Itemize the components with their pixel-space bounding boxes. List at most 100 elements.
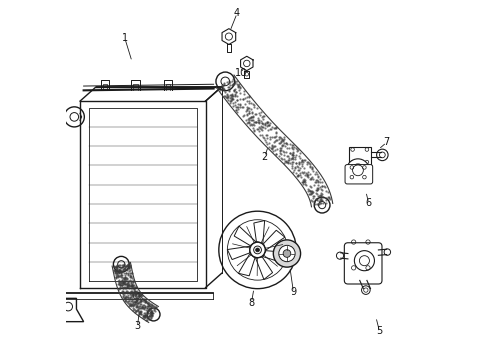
Point <box>321 184 329 190</box>
Point <box>225 84 233 90</box>
Point <box>272 151 280 157</box>
Point <box>122 270 130 276</box>
Point <box>304 188 312 194</box>
Point <box>122 298 130 304</box>
Point <box>147 311 155 316</box>
Point <box>234 84 242 90</box>
Point <box>313 190 320 195</box>
Point <box>133 288 141 294</box>
Point <box>130 302 138 308</box>
Point <box>113 266 121 271</box>
Point <box>140 310 148 315</box>
Point <box>147 303 155 309</box>
Point <box>318 191 325 197</box>
Point <box>220 93 228 99</box>
Point <box>143 314 150 320</box>
Point <box>135 292 143 298</box>
Point <box>261 125 269 131</box>
Point <box>130 287 138 292</box>
Point <box>280 156 288 162</box>
Point <box>122 270 130 276</box>
Point <box>223 91 231 96</box>
Point <box>314 179 322 184</box>
Point <box>121 292 128 298</box>
Point <box>220 93 228 99</box>
Point <box>112 270 120 276</box>
Point <box>231 94 239 99</box>
Point <box>129 300 137 306</box>
Point <box>151 304 159 310</box>
Point <box>125 281 133 287</box>
Point <box>230 87 238 93</box>
Point <box>145 315 152 321</box>
Point <box>134 307 142 313</box>
Point <box>239 96 247 102</box>
Point <box>241 95 249 101</box>
Point <box>121 295 128 301</box>
Point <box>119 275 127 281</box>
Point <box>280 160 288 166</box>
Point <box>245 98 253 104</box>
Point <box>305 191 313 197</box>
Point <box>147 310 155 315</box>
Point <box>144 310 152 316</box>
Point <box>129 279 137 284</box>
Point <box>116 285 124 291</box>
Point <box>146 313 153 319</box>
Point <box>314 187 321 193</box>
Point <box>135 311 143 316</box>
Point <box>276 145 284 150</box>
Point <box>133 298 141 304</box>
Point <box>122 263 130 269</box>
Point <box>245 105 253 111</box>
Point <box>115 280 123 286</box>
Point <box>300 176 308 182</box>
Point <box>129 296 137 302</box>
Point <box>132 291 140 297</box>
Point <box>314 201 322 207</box>
Point <box>312 179 319 185</box>
Point <box>262 139 270 144</box>
Point <box>112 275 120 281</box>
Point <box>132 298 140 303</box>
Point <box>119 274 126 279</box>
Point <box>121 273 129 278</box>
Point <box>115 267 122 273</box>
Point <box>268 146 276 152</box>
Point <box>324 194 332 200</box>
Point <box>120 279 127 284</box>
Point <box>133 297 141 303</box>
Point <box>234 101 242 107</box>
Point <box>247 114 255 120</box>
Point <box>141 313 148 319</box>
Point <box>127 289 135 295</box>
Point <box>268 124 276 130</box>
Point <box>294 173 302 179</box>
Point <box>137 300 145 305</box>
Point <box>129 292 137 298</box>
Point <box>122 267 130 273</box>
Point <box>300 169 308 175</box>
Point <box>129 307 137 313</box>
Point <box>133 295 141 301</box>
Point <box>258 120 266 125</box>
Point <box>123 284 131 289</box>
Point <box>228 78 236 84</box>
Point <box>136 308 144 314</box>
Point <box>128 290 136 296</box>
Point <box>111 269 119 275</box>
Point <box>228 95 236 101</box>
Point <box>117 267 124 273</box>
Point <box>143 300 151 306</box>
Point <box>303 173 311 179</box>
Point <box>282 158 290 163</box>
Point <box>150 303 158 309</box>
Point <box>245 116 253 121</box>
Point <box>132 297 140 303</box>
Point <box>270 125 278 131</box>
Point <box>117 268 124 274</box>
Point <box>284 159 292 165</box>
Point <box>129 284 137 289</box>
Point <box>126 302 134 308</box>
Point <box>317 186 324 192</box>
